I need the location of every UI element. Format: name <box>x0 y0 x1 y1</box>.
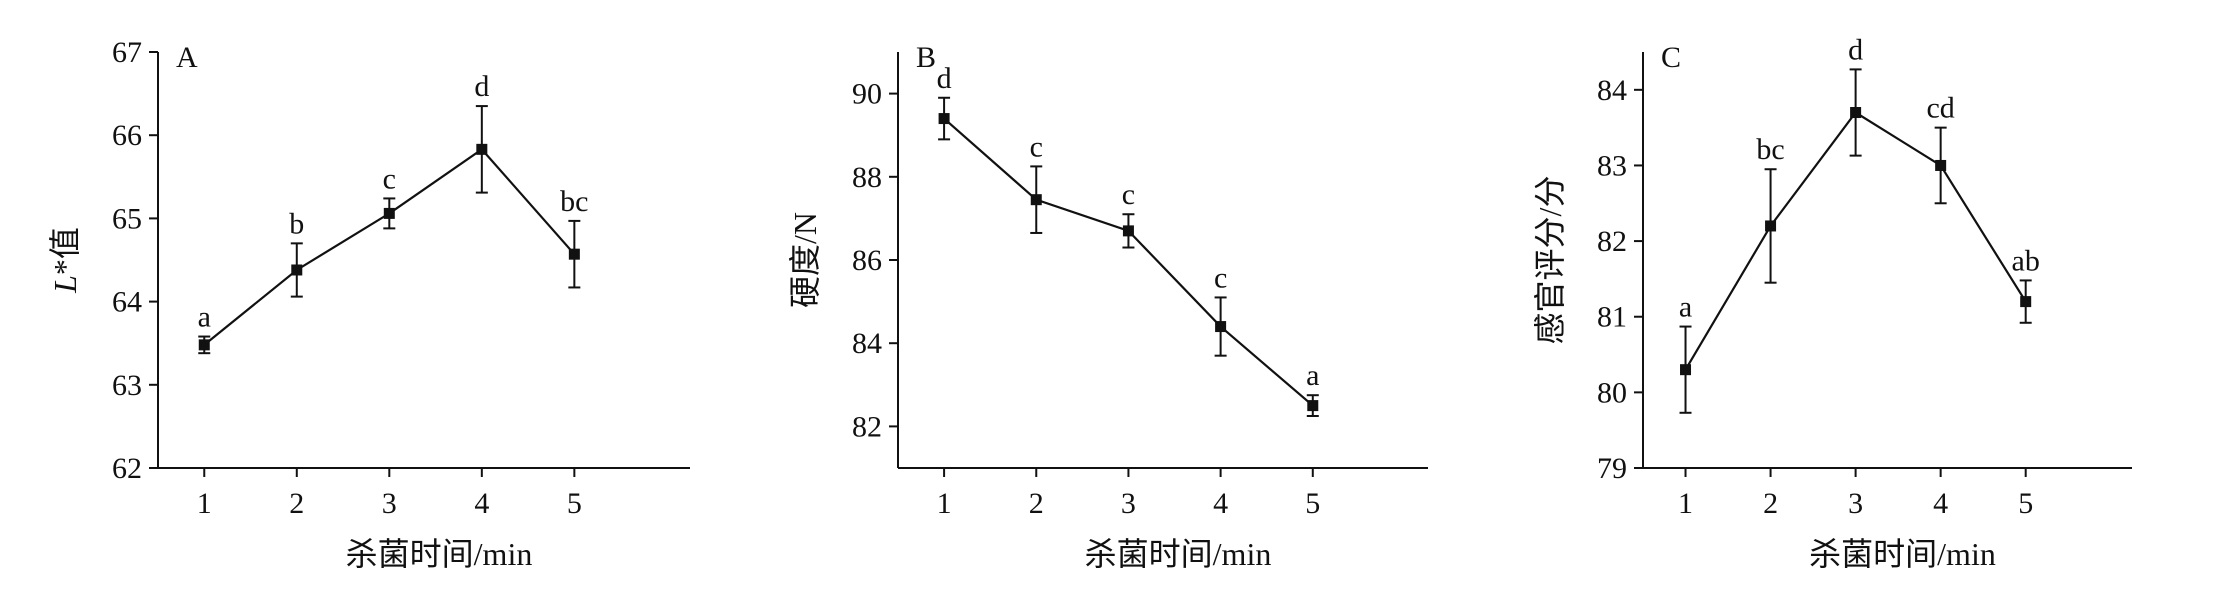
y-tick-label: 80 <box>1597 376 1627 409</box>
y-axis-title: L*值 <box>47 227 83 294</box>
significance-label: b <box>289 207 304 240</box>
significance-label: c <box>1214 261 1227 294</box>
y-tick-label: 62 <box>112 452 142 485</box>
x-tick-label: 2 <box>1029 487 1044 520</box>
data-point <box>291 264 303 276</box>
data-point <box>198 339 210 351</box>
panel-letter: B <box>916 41 936 74</box>
data-point <box>1850 107 1862 119</box>
x-tick-label: 4 <box>1213 487 1228 520</box>
significance-label: c <box>1122 178 1135 211</box>
significance-label: c <box>383 162 396 195</box>
y-tick-label: 65 <box>112 202 142 235</box>
x-axis-title: 杀菌时间/min <box>346 536 533 572</box>
y-tick-label: 82 <box>1597 225 1627 258</box>
significance-label: a <box>1679 291 1692 324</box>
x-tick-label: 2 <box>1763 487 1778 520</box>
data-point <box>2020 296 2032 308</box>
x-tick-label: 4 <box>1933 487 1948 520</box>
data-point <box>1215 321 1227 333</box>
significance-label: ab <box>2012 244 2040 277</box>
chart-panel-b: 82 84 86 88 90 1 2 3 4 5 杀菌时间/min 硬度/N Bd c c c a <box>787 41 1428 572</box>
data-point <box>1765 220 1777 232</box>
x-tick-label: 4 <box>474 487 489 520</box>
x-tick-label: 1 <box>1678 487 1693 520</box>
significance-label: a <box>198 301 211 334</box>
y-tick-label: 67 <box>112 36 142 69</box>
x-axis-title: 杀菌时间/min <box>1085 536 1272 572</box>
y-axis-title-rest: *值 <box>47 227 83 275</box>
y-tick-label: 84 <box>1597 74 1627 107</box>
chart-panel-c: 79 80 81 82 83 84 1 2 3 4 5 杀菌时间/min 感官评分/分 Ca bc d cd ab <box>1532 33 2132 572</box>
y-tick-label: 66 <box>112 119 142 152</box>
data-point <box>1030 194 1042 206</box>
significance-label: cd <box>1926 92 1954 125</box>
y-tick-label: 82 <box>852 410 882 443</box>
significance-label: d <box>937 62 952 95</box>
significance-label: bc <box>560 185 588 218</box>
data-point <box>476 143 488 155</box>
data-point <box>1307 400 1319 412</box>
significance-label: a <box>1306 359 1319 392</box>
y-axis-title: 感官评分/分 <box>1532 176 1568 345</box>
y-tick-label: 63 <box>112 369 142 402</box>
series-line <box>943 117 1314 407</box>
x-axis-title: 杀菌时间/min <box>1809 536 1996 572</box>
y-tick-label: 86 <box>852 244 882 277</box>
x-tick-label: 3 <box>382 487 397 520</box>
x-tick-label: 5 <box>1305 487 1320 520</box>
data-point <box>1122 225 1134 237</box>
significance-label: d <box>1848 33 1863 66</box>
data-point <box>383 207 395 219</box>
data-point <box>1680 364 1692 376</box>
y-tick-label: 90 <box>852 78 882 111</box>
significance-label: bc <box>1756 133 1784 166</box>
y-tick-label: 84 <box>852 327 882 360</box>
significance-label: c <box>1030 130 1043 163</box>
x-tick-label: 3 <box>1121 487 1136 520</box>
panel-letter: C <box>1661 41 1681 74</box>
data-point <box>938 113 950 125</box>
panel-letter: A <box>176 41 198 74</box>
x-tick-label: 3 <box>1848 487 1863 520</box>
y-tick-label: 64 <box>112 286 142 319</box>
x-tick-label: 2 <box>289 487 304 520</box>
y-axis-title-italic: L <box>47 275 83 294</box>
y-tick-label: 81 <box>1597 301 1627 334</box>
data-point <box>1935 159 1947 171</box>
x-tick-label: 1 <box>197 487 212 520</box>
y-axis-title: 硬度/N <box>787 212 823 308</box>
data-point <box>568 248 580 260</box>
x-tick-label: 1 <box>937 487 952 520</box>
significance-label: d <box>474 70 489 103</box>
y-tick-label: 88 <box>852 161 882 194</box>
y-tick-label: 83 <box>1597 149 1627 182</box>
y-tick-label: 79 <box>1597 452 1627 485</box>
x-tick-label: 5 <box>567 487 582 520</box>
x-tick-label: 5 <box>2018 487 2033 520</box>
